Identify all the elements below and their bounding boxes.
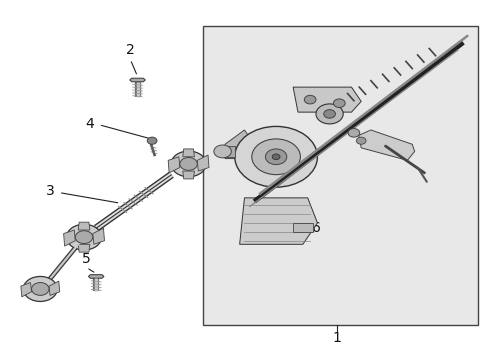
Circle shape (171, 151, 205, 177)
Text: 1: 1 (332, 331, 341, 345)
Circle shape (75, 231, 93, 244)
Polygon shape (183, 149, 194, 157)
Circle shape (347, 129, 359, 137)
Text: 5: 5 (82, 252, 91, 266)
Polygon shape (93, 228, 104, 244)
Polygon shape (292, 87, 361, 112)
Text: 2: 2 (125, 43, 134, 57)
Polygon shape (88, 275, 104, 278)
Polygon shape (222, 146, 234, 157)
Polygon shape (183, 171, 194, 179)
Text: 4: 4 (85, 117, 94, 131)
Polygon shape (358, 130, 414, 160)
Circle shape (180, 157, 197, 170)
Circle shape (272, 154, 280, 159)
Text: 6: 6 (311, 221, 320, 235)
Polygon shape (21, 283, 31, 297)
Polygon shape (49, 281, 60, 296)
Circle shape (333, 99, 345, 108)
Polygon shape (63, 230, 75, 246)
Text: 3: 3 (45, 184, 54, 198)
Circle shape (23, 276, 57, 301)
Circle shape (213, 145, 231, 158)
Polygon shape (224, 130, 254, 158)
Bar (203, 26, 477, 325)
Circle shape (265, 149, 286, 165)
Circle shape (304, 95, 315, 104)
Circle shape (323, 110, 335, 118)
Circle shape (251, 139, 300, 175)
Circle shape (31, 283, 49, 296)
Polygon shape (78, 222, 90, 230)
Circle shape (234, 126, 317, 187)
Polygon shape (197, 155, 208, 171)
Polygon shape (78, 244, 90, 252)
Circle shape (315, 104, 343, 124)
Circle shape (66, 224, 102, 250)
Polygon shape (292, 223, 312, 232)
Polygon shape (129, 78, 145, 82)
Polygon shape (168, 157, 180, 173)
Polygon shape (239, 198, 317, 244)
Circle shape (147, 137, 157, 144)
Circle shape (356, 137, 366, 144)
